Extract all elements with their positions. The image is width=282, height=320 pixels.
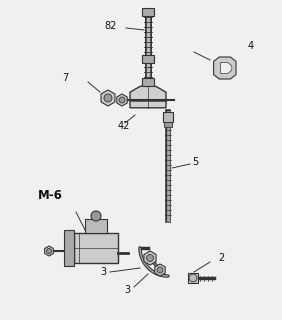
Text: 42: 42: [118, 121, 130, 131]
Circle shape: [119, 97, 125, 103]
Bar: [85, 219, 107, 233]
Polygon shape: [101, 90, 115, 106]
Text: M-6: M-6: [38, 188, 63, 202]
Circle shape: [91, 211, 101, 221]
Bar: [164, 122, 172, 127]
Text: 4: 4: [248, 41, 254, 51]
Polygon shape: [213, 57, 236, 79]
Circle shape: [147, 254, 153, 261]
Text: 82: 82: [104, 21, 116, 31]
Bar: [163, 112, 173, 122]
Bar: [142, 78, 154, 86]
Circle shape: [189, 274, 197, 282]
Text: 5: 5: [192, 157, 198, 167]
Circle shape: [47, 249, 52, 253]
Polygon shape: [117, 94, 127, 106]
Bar: [64, 230, 74, 266]
Polygon shape: [155, 264, 165, 276]
Polygon shape: [45, 246, 53, 256]
Bar: [188, 273, 198, 283]
Polygon shape: [144, 251, 156, 265]
Circle shape: [104, 94, 112, 102]
Polygon shape: [130, 83, 166, 108]
Text: 7: 7: [62, 73, 68, 83]
Bar: [142, 55, 154, 63]
Circle shape: [157, 267, 163, 273]
Text: 2: 2: [218, 253, 224, 263]
Bar: [74, 233, 118, 263]
Text: 3: 3: [124, 285, 130, 295]
Polygon shape: [221, 62, 232, 74]
Bar: [142, 8, 154, 16]
Text: 3: 3: [100, 267, 106, 277]
